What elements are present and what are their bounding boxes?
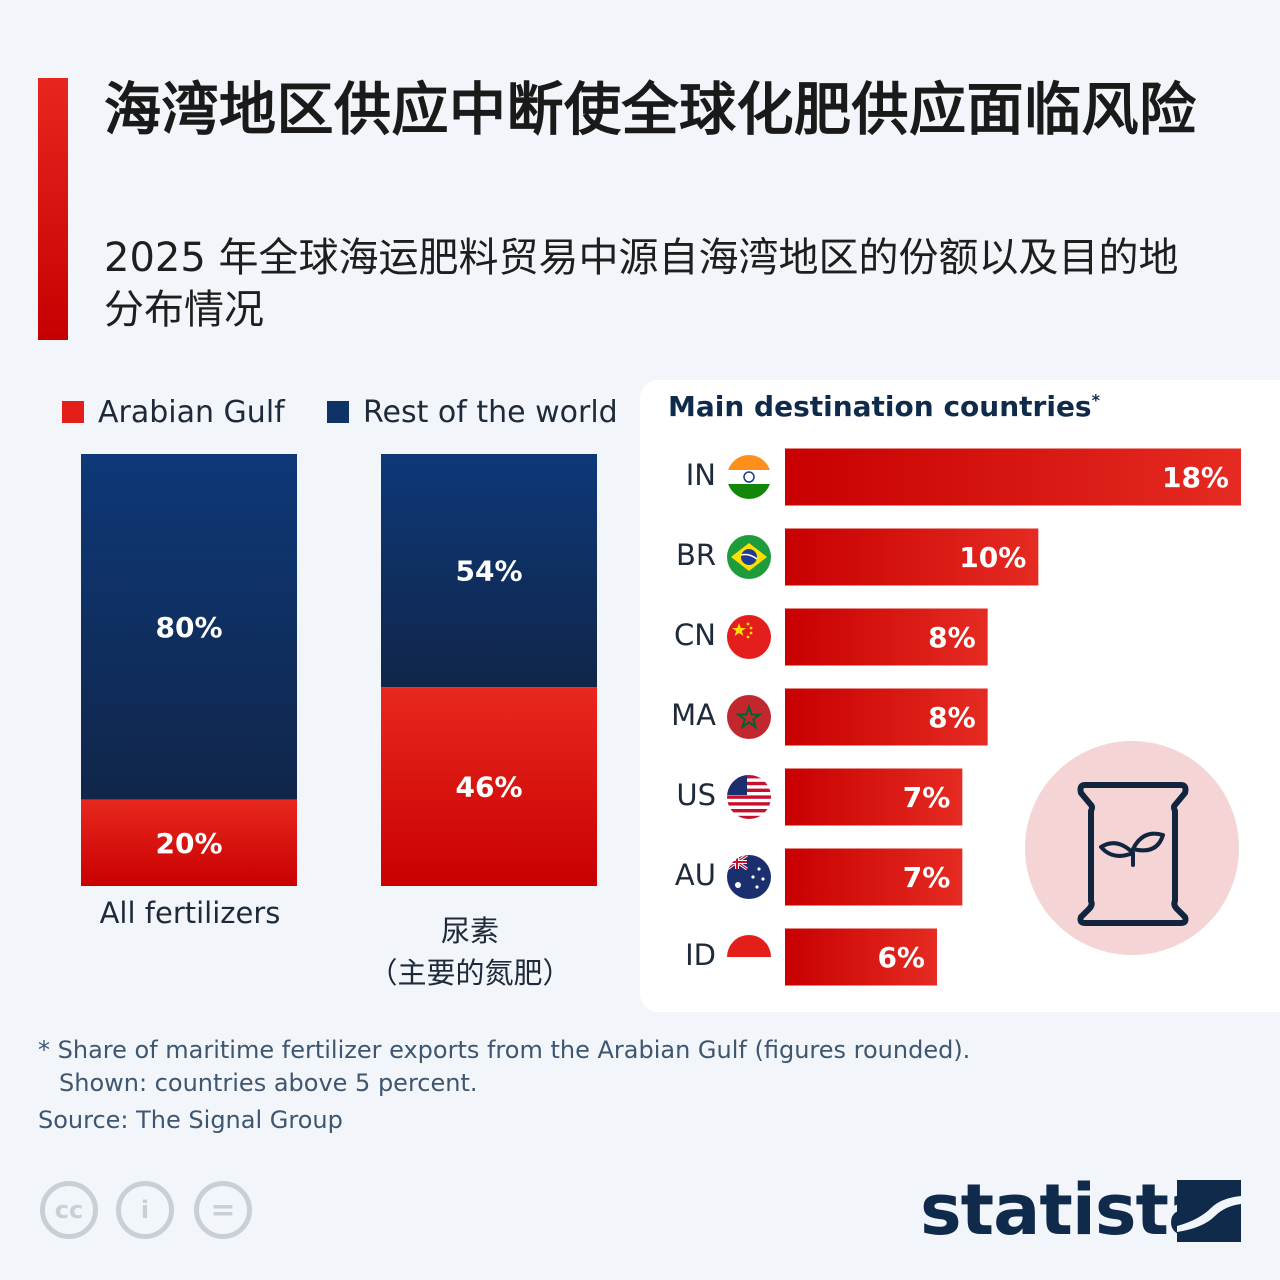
morocco-flag-icon xyxy=(727,695,771,739)
category-label-urea: 尿素 （主要的氮肥） xyxy=(340,910,600,994)
bar-au xyxy=(785,848,963,906)
country-code-br: BR xyxy=(675,538,716,572)
no-derivatives-icon-text: = xyxy=(210,1192,236,1228)
data-label-rest-of-world: 54% xyxy=(455,555,522,588)
country-code-id: ID xyxy=(685,938,716,972)
footnote: * Share of maritime fertilizer exports f… xyxy=(38,1034,970,1100)
legend-item-rest-of-world: Rest of the world xyxy=(327,390,618,434)
bar-rest-of-world xyxy=(81,454,297,800)
data-label-cn: 8% xyxy=(928,621,976,654)
destination-bar-chart: 18% 10% 8% 8% 7% 7% 6% xyxy=(785,448,1241,986)
bar-cn xyxy=(785,608,988,666)
category-label-line: （主要的氮肥） xyxy=(368,956,572,990)
country-code-us: US xyxy=(676,778,716,812)
bar-arabian-gulf xyxy=(381,687,597,886)
category-label-line: 尿素 xyxy=(440,914,499,948)
indonesia-flag-icon xyxy=(727,935,771,979)
india-flag-icon xyxy=(727,455,771,499)
source-text: Source: The Signal Group xyxy=(38,1106,343,1134)
data-label-br: 10% xyxy=(959,541,1026,574)
accent-bar xyxy=(38,78,68,340)
panel-title-text: Main destination countries xyxy=(668,390,1092,423)
usa-flag-icon xyxy=(727,775,771,819)
legend-label-gulf: Arabian Gulf xyxy=(98,394,285,430)
attribution-icon-text: i xyxy=(140,1196,150,1224)
data-label-arabian-gulf: 20% xyxy=(155,827,222,860)
china-flag-icon xyxy=(727,615,771,659)
bar-rest-of-world xyxy=(381,454,597,688)
panel-title: Main destination countries* xyxy=(668,390,1100,423)
legend-swatch-rest xyxy=(327,401,349,423)
data-label-in: 18% xyxy=(1162,461,1229,494)
fertilizer-bag-icon xyxy=(1077,782,1189,926)
bar-arabian-gulf xyxy=(81,799,297,886)
country-code-in: IN xyxy=(685,458,716,492)
statista-logo[interactable]: statista xyxy=(920,1169,1215,1251)
footnote-line: * Share of maritime fertilizer exports f… xyxy=(38,1036,971,1064)
legend-label-rest: Rest of the world xyxy=(363,394,618,430)
bar-in xyxy=(785,448,1241,506)
category-label-all-fertilizers: All fertilizers xyxy=(60,892,320,934)
no-derivatives-icon[interactable]: = xyxy=(194,1181,252,1239)
statista-logo-mark xyxy=(1177,1180,1241,1242)
data-label-us: 7% xyxy=(903,781,951,814)
country-code-au: AU xyxy=(674,858,716,892)
country-code-cn: CN xyxy=(674,618,716,652)
attribution-icon[interactable]: i xyxy=(116,1181,174,1239)
data-label-arabian-gulf: 46% xyxy=(455,771,522,804)
panel-title-marker: * xyxy=(1091,390,1100,410)
stacked-bar-chart: 80% 20% 54% 46% xyxy=(81,454,597,886)
cc-icon-text: cc xyxy=(54,1196,84,1224)
brazil-flag-icon xyxy=(727,535,771,579)
page-subtitle: 2025 年全球海运肥料贸易中源自海湾地区的份额以及目的地分布情况 xyxy=(104,235,1179,333)
fertilizer-bag-badge xyxy=(1025,741,1239,955)
bar-us xyxy=(785,768,963,826)
australia-flag-icon xyxy=(727,855,771,899)
data-label-rest-of-world: 80% xyxy=(155,611,222,644)
page-title: 海湾地区供应中断使全球化肥供应面临风险 xyxy=(104,77,1197,143)
cc-icon[interactable]: cc xyxy=(40,1181,98,1239)
bar-id xyxy=(785,928,937,986)
category-label-line: All fertilizers xyxy=(99,896,281,930)
bar-br xyxy=(785,528,1039,586)
data-label-au: 7% xyxy=(903,861,951,894)
bar-ma xyxy=(785,688,988,746)
legend-item-arabian-gulf: Arabian Gulf xyxy=(62,390,285,434)
legend-swatch-gulf xyxy=(62,401,84,423)
country-code-ma: MA xyxy=(671,698,716,732)
data-label-id: 6% xyxy=(877,941,925,974)
footnote-line: Shown: countries above 5 percent. xyxy=(59,1069,478,1097)
data-label-ma: 8% xyxy=(928,701,976,734)
